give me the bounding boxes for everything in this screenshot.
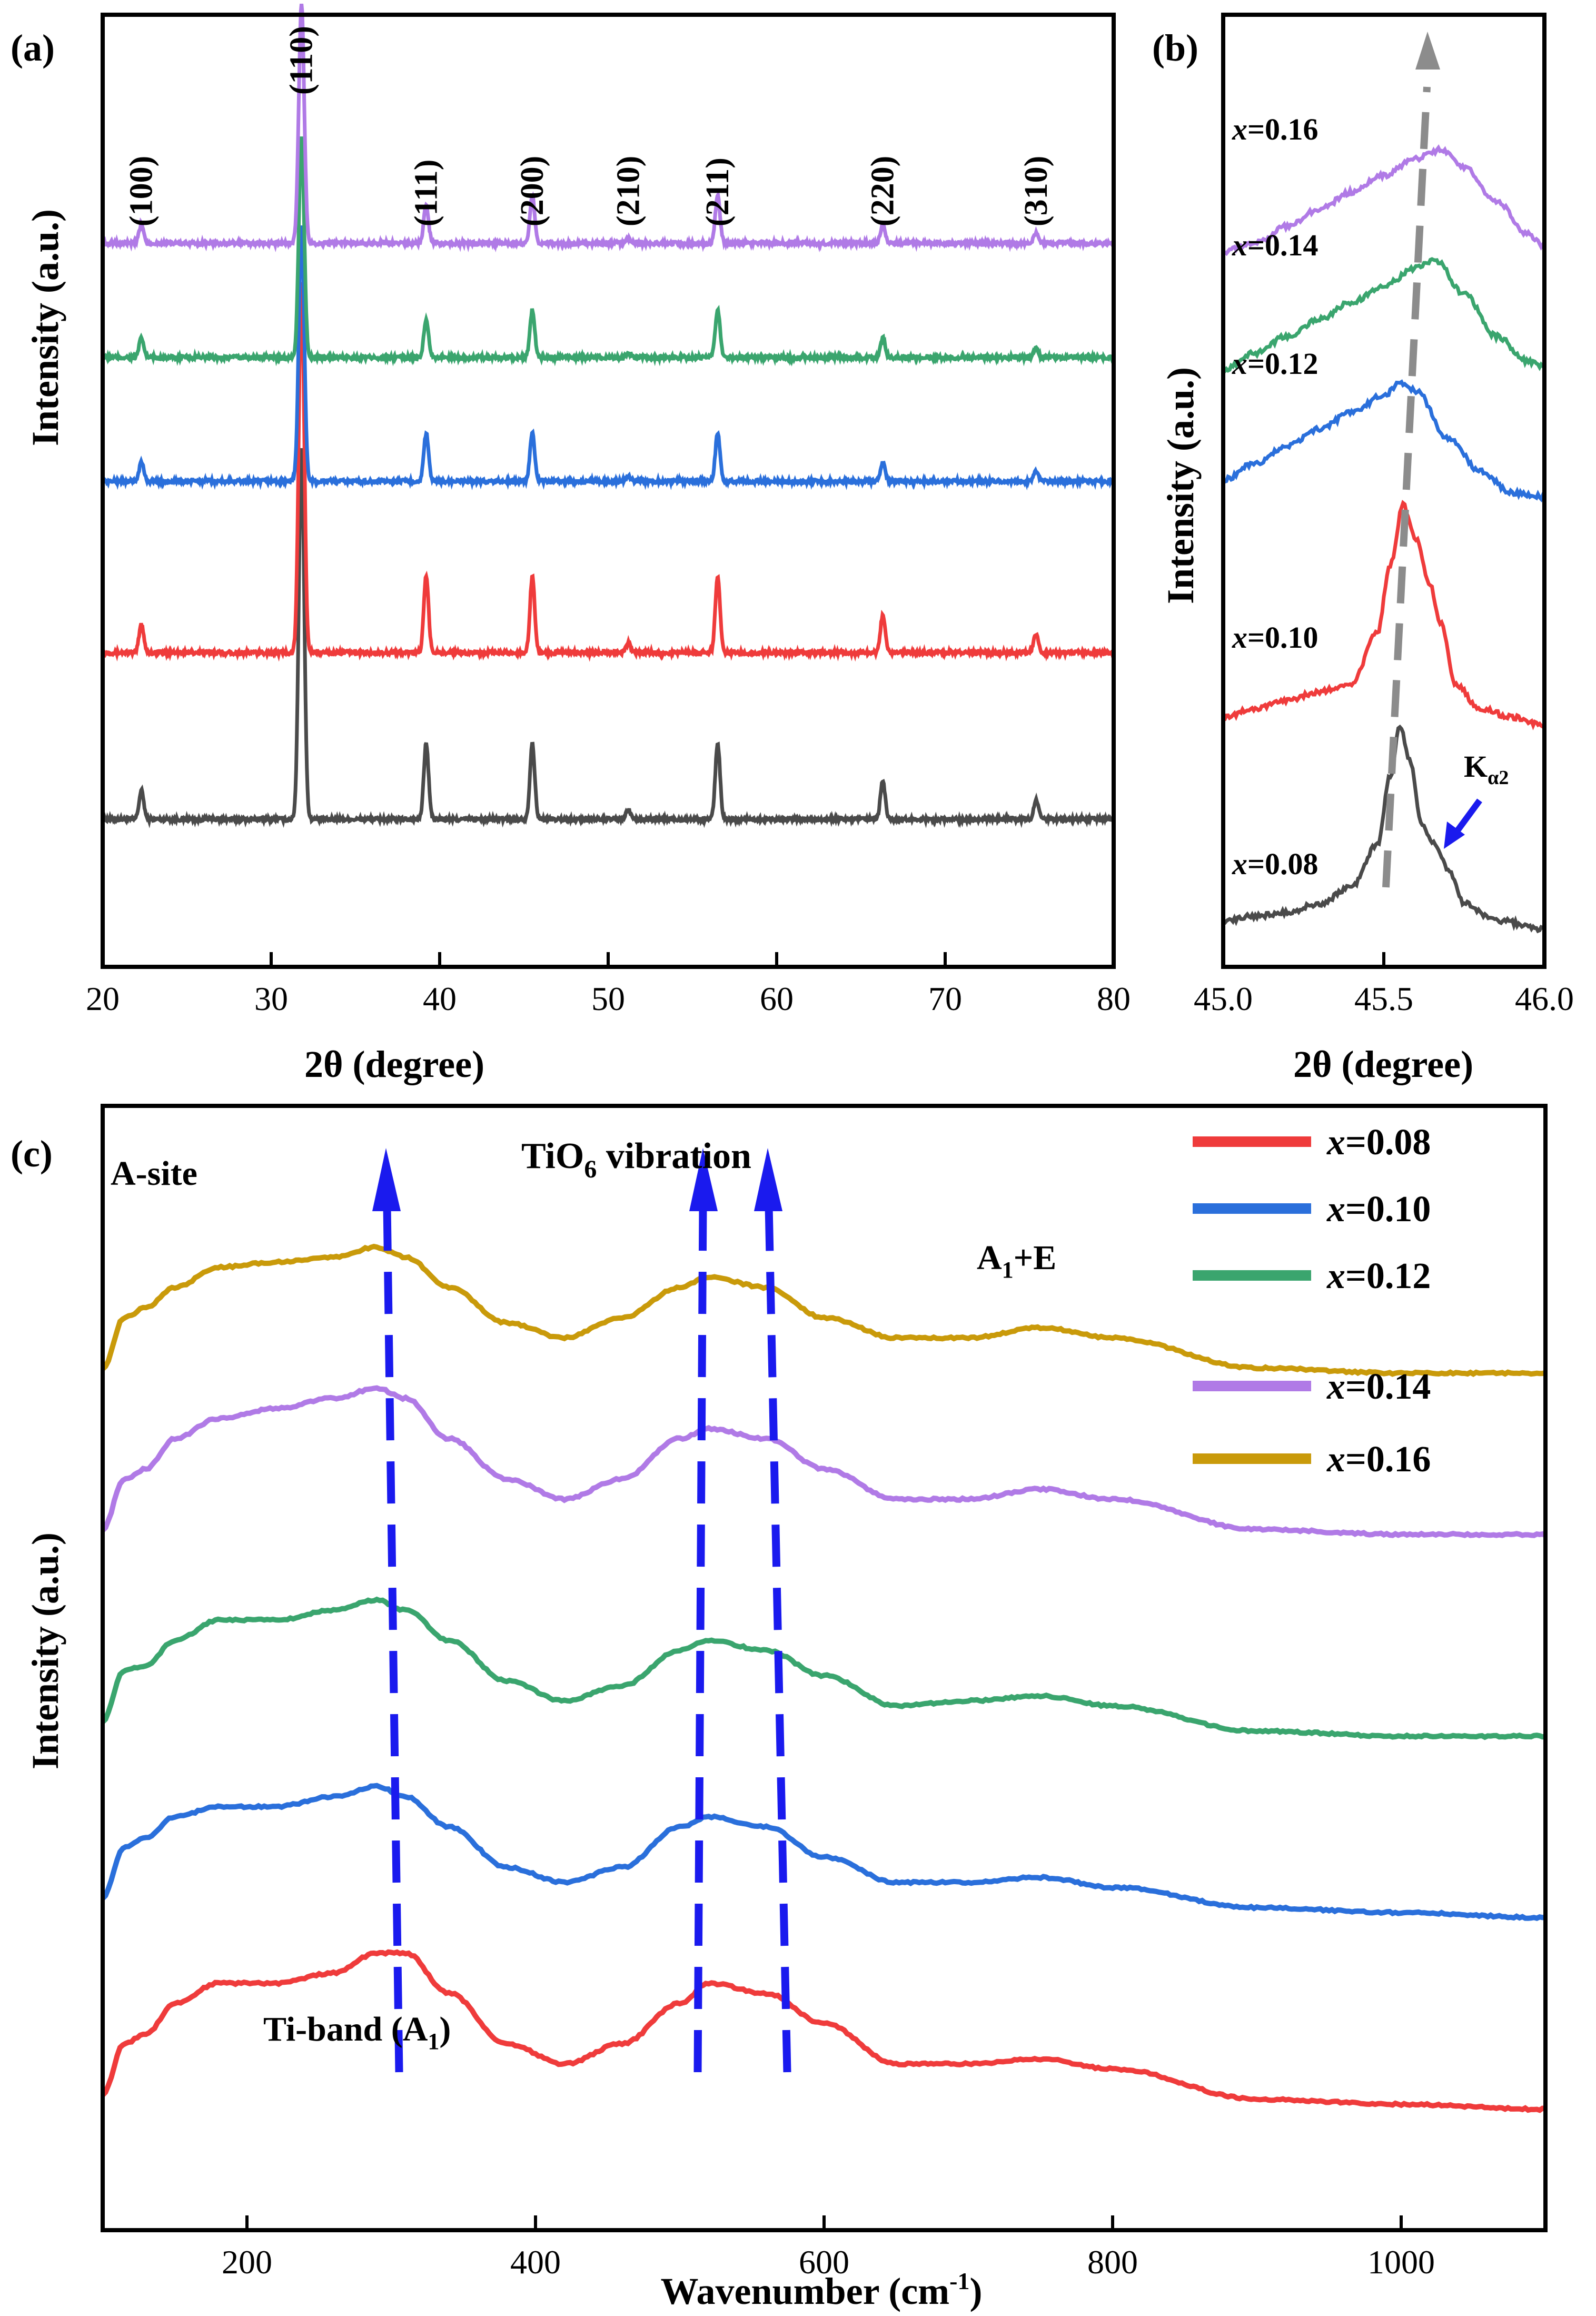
panel-b-shift-arrow-line: [1382, 86, 1431, 888]
panel-a-frame: [101, 13, 1116, 969]
panel-b-series-x=0.16: [1222, 144, 1545, 256]
panel-a-peak-label: (200): [514, 156, 550, 226]
panel-c-arrow-tio6-1: [693, 1205, 707, 2073]
panel-c-annotation-tio6: TiO6 vibration: [521, 1136, 751, 1183]
panel-c-series-x=0.14: [101, 1385, 1547, 1539]
panel-c-x-tick-label: 1000: [1367, 2243, 1435, 2281]
panel-b-ka2-label: Kα2: [1464, 749, 1509, 789]
panel-a-peak-labels: (100) (110) (111) (200) (210) (211) (220) (310): [124, 26, 1054, 226]
panel-a: (a) Intensity (a.u.) 2θ (degree) 20 30 40 5…: [11, 3, 1131, 1085]
panel-c: (c) Intensity (a.u.) Wavenumber (cm-1) 2…: [11, 1104, 1548, 2312]
panel-b-series-x=0.12: [1222, 379, 1547, 503]
panel-a-series-x=0.16: [101, 3, 1115, 253]
panel-a-peak-label: (211): [700, 157, 736, 226]
panel-a-peak-label: (110): [284, 26, 320, 95]
panel-b-series-x=0.14: [1222, 257, 1545, 374]
panel-a-x-tick-label: 20: [86, 980, 120, 1017]
panel-c-ylabel: Intensity (a.u.): [24, 1532, 66, 1769]
panel-b-series-label: x=0.12: [1232, 347, 1319, 381]
panel-c-arrow-tio6-2: [765, 1205, 791, 2073]
panel-a-x-tick-label: 30: [254, 980, 288, 1017]
panel-c-annotation-a1e: A1+E: [977, 1239, 1056, 1283]
panel-c-ticks: 200 400 600 800 1000: [222, 2215, 1435, 2281]
panel-b: (b) Intensity (a.u.) 2θ (degree) 45.0 45.…: [1152, 13, 1574, 1085]
panel-a-x-tick-label: 50: [591, 980, 625, 1017]
panel-a-x-tick-label: 60: [760, 980, 794, 1017]
panel-c-plot: [101, 1243, 1547, 2113]
panel-a-label: (a): [11, 27, 55, 69]
panel-c-label: (c): [11, 1133, 53, 1175]
panel-a-series-x=0.12: [101, 225, 1115, 491]
panel-b-series-x=0.08: [1223, 724, 1546, 934]
panel-a-ticks: 20 30 40 50 60 70 80: [86, 952, 1131, 1017]
panel-c-series-x=0.12: [101, 1596, 1546, 1740]
panel-b-x-tick-label: 45.5: [1354, 980, 1413, 1017]
panel-c-arrow-ti-band-head: [372, 1148, 401, 1211]
panel-b-ka2-arrow-head: [1444, 822, 1465, 849]
panel-c-x-tick-label: 200: [222, 2243, 272, 2281]
panel-a-peak-label: (111): [408, 160, 444, 226]
panel-c-x-tick-label: 400: [510, 2243, 561, 2281]
panel-a-xlabel: 2θ (degree): [304, 1043, 484, 1085]
panel-b-label: (b): [1152, 27, 1198, 69]
panel-b-xlabel: 2θ (degree): [1293, 1043, 1473, 1085]
panel-c-arrow-ti-band: [383, 1205, 403, 2073]
panel-c-series-x=0.10: [101, 1783, 1546, 1922]
panel-a-x-tick-label: 40: [423, 980, 457, 1017]
panel-a-peak-label: (210): [610, 156, 646, 226]
panel-a-peak-label: (100): [124, 156, 160, 226]
panel-b-ylabel: Intensity (a.u.): [1159, 367, 1202, 604]
panel-c-annotation-a-site: A-site: [111, 1154, 197, 1193]
panel-b-shift-arrow-head: [1415, 32, 1440, 70]
panel-c-legend-label: x=0.12: [1326, 1256, 1431, 1296]
panel-c-annotation-ti-band: Ti-band (A1): [263, 2010, 451, 2054]
panel-c-legend-label: x=0.16: [1326, 1439, 1431, 1480]
panel-c-xlabel: Wavenumber (cm-1): [661, 2268, 983, 2312]
panel-b-series-x=0.10: [1223, 500, 1546, 730]
panel-b-x-tick-label: 46.0: [1515, 980, 1574, 1017]
panel-b-ticks: 45.0 45.5 46.0: [1194, 952, 1574, 1017]
panel-a-series-x=0.10: [101, 282, 1115, 662]
panel-c-arrow-tio6-2-head: [754, 1148, 782, 1211]
panel-a-x-tick-label: 70: [928, 980, 962, 1017]
panel-b-series-label: x=0.10: [1232, 620, 1319, 655]
panel-a-plot: [101, 3, 1115, 828]
panel-c-arrow-tio6-1-head: [689, 1148, 718, 1211]
panel-b-series-label: x=0.08: [1232, 847, 1319, 881]
panel-a-series-x=0.14: [101, 136, 1114, 367]
panel-b-frame: [1221, 13, 1547, 969]
panel-c-series-x=0.08: [101, 1949, 1546, 2113]
panel-c-x-tick-label: 800: [1087, 2243, 1138, 2281]
panel-b-series-label: x=0.14: [1232, 228, 1319, 262]
panel-a-ylabel: Intensity (a.u.): [24, 209, 66, 446]
panel-c-legend-label: x=0.10: [1326, 1189, 1431, 1230]
panel-a-peak-label: (220): [865, 156, 901, 226]
panel-b-x-tick-label: 45.0: [1194, 980, 1253, 1017]
panel-c-legend-label: x=0.08: [1326, 1122, 1431, 1163]
panel-b-series-labels: x=0.08 x=0.10 x=0.12 x=0.14 x=0.16: [1232, 112, 1319, 881]
panel-c-x-tick-label: 600: [799, 2243, 849, 2281]
panel-b-plot: [1222, 144, 1547, 934]
panel-c-frame: [101, 1104, 1548, 2232]
panel-b-series-label: x=0.16: [1232, 112, 1319, 146]
panel-a-x-tick-label: 80: [1097, 980, 1131, 1017]
panel-c-legend: x=0.08 x=0.10 x=0.12 x=0.14 x=0.16: [1193, 1122, 1431, 1480]
panel-c-legend-label: x=0.14: [1326, 1367, 1431, 1407]
panel-c-series-x=0.16: [101, 1243, 1547, 1377]
panel-a-peak-label: (310): [1018, 156, 1054, 226]
panel-a-series-x=0.08: [101, 448, 1115, 828]
